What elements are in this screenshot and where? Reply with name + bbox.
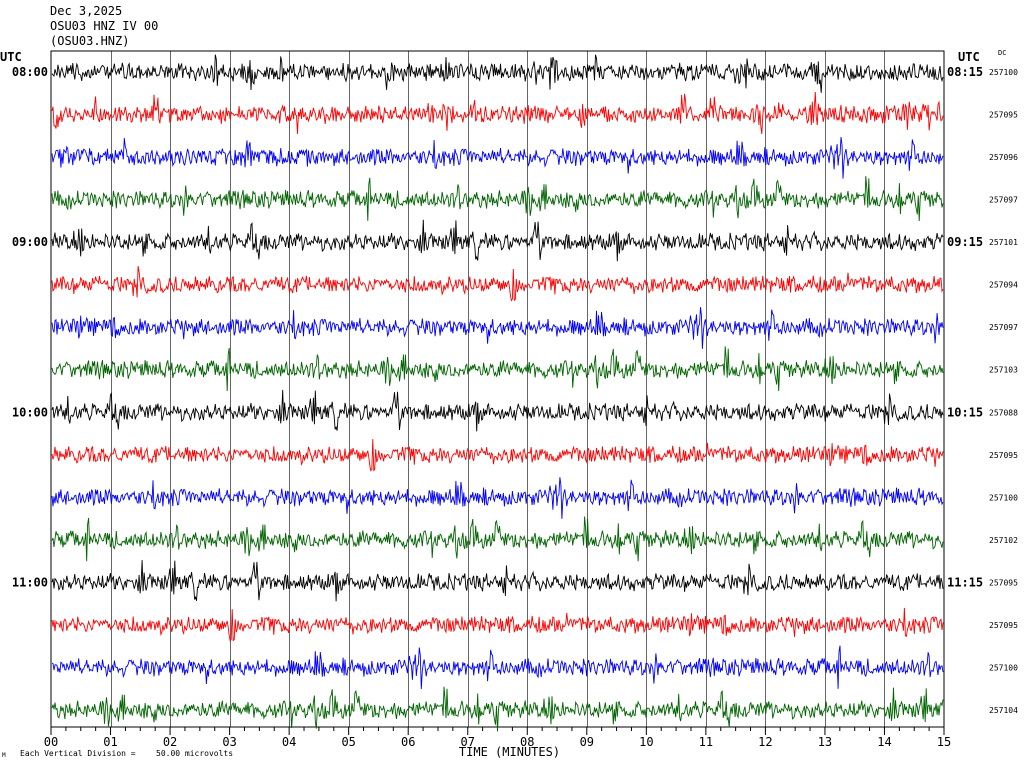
x-tick-label: 12 xyxy=(758,735,772,749)
division-value: 50.00 microvolts xyxy=(156,749,234,758)
dc-offset-label: 257097 xyxy=(989,196,1018,205)
x-tick-label: 00 xyxy=(44,735,58,749)
x-tick-label: 01 xyxy=(103,735,117,749)
left-time-label: 09:00 xyxy=(12,235,48,249)
dc-offset-label: 257096 xyxy=(989,153,1018,162)
seismic-trace-2 xyxy=(51,91,944,135)
seismic-trace-9 xyxy=(51,389,944,432)
left-time-label: 08:00 xyxy=(12,65,48,79)
seismic-trace-8 xyxy=(51,346,944,392)
dc-offset-label: 257100 xyxy=(989,663,1018,672)
x-tick-label: 05 xyxy=(341,735,355,749)
x-tick-label: 14 xyxy=(877,735,891,749)
seismic-trace-16 xyxy=(51,686,944,732)
date-label: Dec 3,2025 xyxy=(50,4,123,18)
dc-offset-label: 257100 xyxy=(989,493,1018,502)
seismic-trace-7 xyxy=(51,307,944,349)
x-tick-label: 15 xyxy=(937,735,951,749)
x-tick-label: 09 xyxy=(580,735,594,749)
seismic-trace-11 xyxy=(51,477,944,519)
x-tick-label: 07 xyxy=(461,735,475,749)
dc-offset-label: 257095 xyxy=(989,451,1018,460)
right-time-label: 08:15 xyxy=(947,65,983,79)
seismic-trace-6 xyxy=(51,266,944,302)
seismic-trace-3 xyxy=(51,137,944,179)
x-tick-label: 08 xyxy=(520,735,534,749)
dc-offset-label: 257101 xyxy=(989,238,1018,247)
seismic-trace-1 xyxy=(51,54,944,93)
right-time-label: 10:15 xyxy=(947,405,983,419)
x-tick-label: 04 xyxy=(282,735,296,749)
left-time-label: 11:00 xyxy=(12,575,48,589)
seismic-trace-12 xyxy=(51,516,944,562)
seismic-trace-4 xyxy=(51,176,944,222)
utc-left-label: UTC xyxy=(0,50,22,64)
seismic-trace-15 xyxy=(51,645,944,690)
x-tick-label: 11 xyxy=(699,735,713,749)
seismic-trace-13 xyxy=(51,560,944,602)
dc-offset-label: 257103 xyxy=(989,366,1018,375)
seismic-trace-5 xyxy=(51,219,944,262)
corner-mark: M xyxy=(2,752,6,759)
dc-offset-label: 257095 xyxy=(989,578,1018,587)
channel-label: (OSU03.HNZ) xyxy=(50,34,130,48)
seismic-trace-10 xyxy=(51,439,944,472)
right-time-label: 09:15 xyxy=(947,235,983,249)
x-axis-label: TIME (MINUTES) xyxy=(459,745,560,759)
division-label: Each Vertical Division = xyxy=(20,749,136,758)
station-label: OSU03 HNZ IV 00 xyxy=(50,19,159,33)
dc-column-label: DC xyxy=(998,49,1007,57)
x-tick-label: 13 xyxy=(818,735,832,749)
dc-offset-label: 257095 xyxy=(989,111,1018,120)
utc-right-label: UTC xyxy=(958,50,980,64)
right-time-label: 11:15 xyxy=(947,575,983,589)
dc-offset-label: 257088 xyxy=(989,408,1018,417)
x-tick-label: 06 xyxy=(401,735,415,749)
x-tick-label: 10 xyxy=(639,735,653,749)
left-time-label: 10:00 xyxy=(12,405,48,419)
dc-offset-label: 257100 xyxy=(989,68,1018,77)
x-tick-label: 02 xyxy=(163,735,177,749)
dc-offset-label: 257095 xyxy=(989,621,1018,630)
x-tick-label: 03 xyxy=(222,735,236,749)
dc-offset-label: 257102 xyxy=(989,536,1018,545)
dc-offset-label: 257104 xyxy=(989,706,1018,715)
seismic-trace-14 xyxy=(51,607,944,642)
dc-offset-label: 257094 xyxy=(989,281,1018,290)
dc-offset-label: 257097 xyxy=(989,323,1018,332)
